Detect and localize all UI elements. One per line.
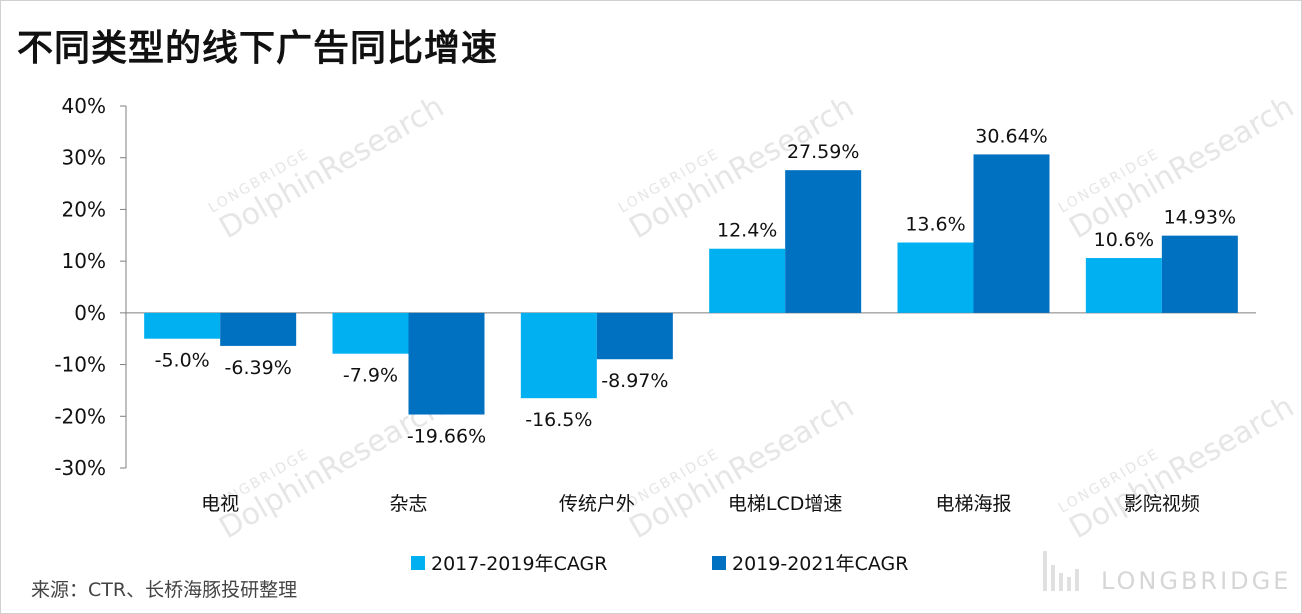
legend-item-series-1: 2017-2019年CAGR [411, 549, 607, 576]
bar-s1-6 [1085, 258, 1162, 313]
y-tick-label: -10% [54, 353, 106, 377]
bar-s1-3 [520, 312, 597, 399]
bar-s2-5 [973, 154, 1050, 313]
chart-title: 不同类型的线下广告同比增速 [17, 28, 499, 69]
data-label: -6.39% [225, 357, 292, 379]
data-label: -19.66% [407, 426, 486, 448]
y-tick-label: -20% [54, 404, 106, 428]
bar-s2-2 [408, 312, 485, 415]
bar-s2-3 [596, 312, 673, 360]
legend-label-series-1: 2017-2019年CAGR [431, 553, 608, 575]
data-label: -8.97% [601, 370, 668, 392]
data-label: -16.5% [525, 409, 592, 431]
source-note: 来源：CTR、长桥海豚投研整理 [31, 579, 298, 601]
data-label: 12.4% [717, 220, 777, 242]
category-label: 电梯海报 [935, 493, 1011, 515]
bar-s2-6 [1161, 235, 1238, 313]
legend-label-series-2: 2019-2021年CAGR [732, 553, 909, 575]
y-tick-label: 20% [62, 197, 106, 221]
legend-swatch-series-1 [411, 555, 425, 570]
data-label: 10.6% [1094, 229, 1154, 251]
category-label: 传统户外 [559, 493, 635, 515]
data-label: -5.0% [155, 350, 210, 372]
bar-s1-5 [897, 242, 974, 313]
brand-wordmark: LONGBRIDGE [1101, 567, 1292, 595]
data-label: 30.64% [975, 125, 1047, 147]
watermark-line2: DolphinResearch [624, 389, 860, 546]
bar-s2-1 [220, 312, 297, 346]
bar-s2-4 [785, 170, 862, 313]
bar-s1-2 [332, 312, 409, 354]
watermark-line2: DolphinResearch [1064, 389, 1300, 546]
brand-logo-icon [1043, 551, 1079, 591]
legend-swatch-series-2 [712, 555, 726, 570]
data-label: -7.9% [343, 365, 398, 387]
labels-layer: -5.0% -6.39% 电视 -7.9% -19.66% 杂志 -16.5% -8.97% 传… [155, 125, 1236, 515]
category-label: 电梯LCD增速 [728, 493, 842, 515]
data-label: 14.93% [1164, 207, 1236, 229]
bar-s1-1 [144, 312, 221, 339]
category-label: 影院视频 [1124, 493, 1200, 515]
axis-layer: 40% 30% 20% 10% 0% -10% -20% -30% [54, 94, 1256, 480]
data-label: 27.59% [787, 141, 859, 163]
y-tick-label: -30% [54, 456, 106, 480]
category-label: 杂志 [389, 493, 427, 515]
y-tick-label: 0% [74, 301, 106, 325]
y-tick-label: 30% [62, 146, 106, 170]
bars-layer [144, 154, 1238, 415]
data-label: 13.6% [905, 214, 965, 236]
y-tick-label: 40% [62, 94, 106, 118]
category-label: 电视 [201, 493, 239, 515]
legend-item-series-2: 2019-2021年CAGR [712, 549, 908, 576]
y-tick-label: 10% [62, 249, 106, 273]
watermark-line2: DolphinResearch [214, 89, 450, 246]
bar-s1-4 [709, 248, 786, 313]
